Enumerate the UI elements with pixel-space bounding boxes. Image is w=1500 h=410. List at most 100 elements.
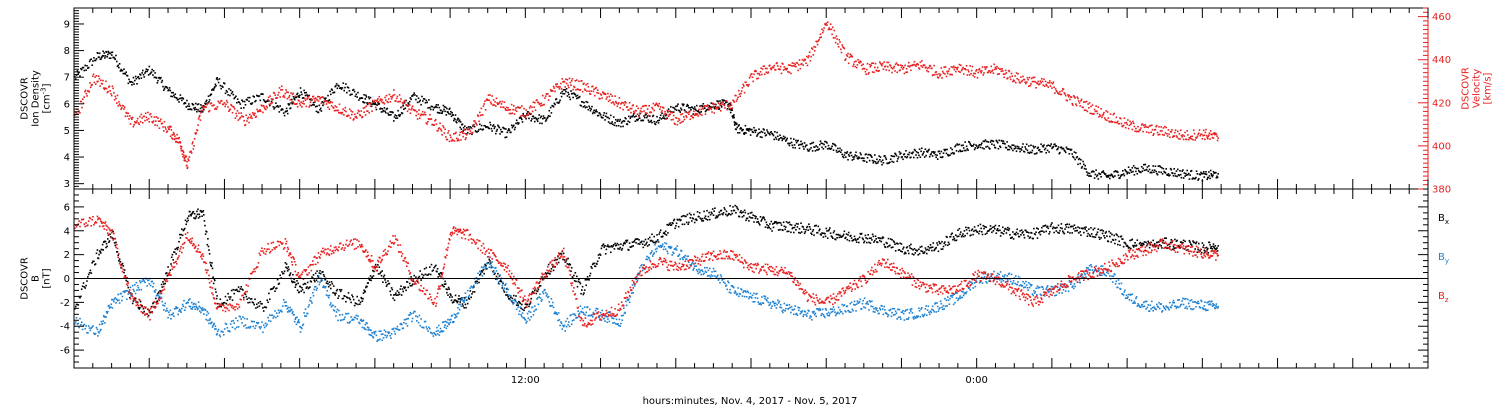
data-point bbox=[369, 275, 372, 277]
data-point bbox=[766, 223, 768, 226]
data-point bbox=[774, 68, 776, 71]
data-point bbox=[265, 105, 268, 108]
data-point bbox=[444, 283, 447, 285]
data-point bbox=[574, 93, 577, 96]
data-point bbox=[448, 108, 450, 111]
data-point bbox=[596, 89, 599, 91]
data-point bbox=[105, 87, 108, 90]
data-point bbox=[129, 115, 131, 117]
data-point bbox=[1128, 172, 1131, 174]
data-point bbox=[552, 85, 555, 88]
data-point bbox=[429, 113, 431, 116]
data-point bbox=[888, 69, 890, 72]
data-point bbox=[1157, 247, 1160, 250]
data-point bbox=[693, 221, 696, 224]
data-point bbox=[556, 258, 558, 261]
data-point bbox=[800, 62, 803, 65]
data-point bbox=[862, 159, 864, 162]
data-point bbox=[738, 89, 740, 92]
data-point bbox=[471, 127, 473, 130]
data-point bbox=[330, 93, 332, 96]
data-point bbox=[251, 301, 254, 303]
data-point bbox=[283, 96, 286, 99]
data-point bbox=[638, 112, 641, 114]
data-point bbox=[701, 217, 704, 220]
data-point bbox=[649, 115, 651, 117]
data-point bbox=[760, 220, 762, 222]
data-point bbox=[266, 100, 268, 102]
data-point bbox=[275, 287, 278, 289]
data-point bbox=[855, 151, 857, 154]
data-point bbox=[1200, 251, 1203, 254]
data-point bbox=[958, 143, 961, 146]
data-point bbox=[458, 119, 461, 121]
data-point bbox=[120, 292, 122, 295]
data-point bbox=[98, 323, 101, 326]
data-point bbox=[436, 268, 439, 270]
data-point bbox=[623, 242, 625, 245]
data-point bbox=[1036, 83, 1039, 85]
data-point bbox=[1103, 111, 1105, 114]
data-point bbox=[366, 102, 368, 104]
data-point bbox=[212, 276, 214, 278]
data-point bbox=[866, 68, 868, 71]
data-point bbox=[544, 117, 546, 119]
data-point bbox=[173, 138, 176, 141]
data-point bbox=[875, 162, 877, 165]
data-point bbox=[112, 230, 114, 233]
data-point bbox=[328, 108, 331, 110]
data-point bbox=[655, 102, 658, 105]
data-point bbox=[456, 119, 459, 121]
data-point bbox=[115, 302, 117, 304]
data-point bbox=[1207, 252, 1210, 254]
data-point bbox=[78, 295, 80, 298]
data-point bbox=[759, 224, 761, 226]
data-point bbox=[1047, 86, 1050, 88]
data-point bbox=[804, 59, 807, 61]
data-point bbox=[1144, 124, 1147, 126]
data-point bbox=[1118, 122, 1120, 125]
data-point bbox=[456, 139, 459, 142]
data-point bbox=[1109, 235, 1111, 238]
data-point bbox=[631, 241, 634, 243]
data-point bbox=[292, 96, 295, 98]
data-point bbox=[722, 103, 725, 106]
data-point bbox=[651, 108, 654, 110]
data-point bbox=[1030, 77, 1033, 80]
data-point bbox=[368, 97, 371, 100]
data-point bbox=[249, 301, 251, 304]
data-point bbox=[1074, 97, 1076, 99]
data-point bbox=[997, 229, 1000, 232]
data-point bbox=[868, 159, 871, 162]
data-point bbox=[1141, 244, 1144, 247]
data-point bbox=[889, 238, 892, 240]
data-point bbox=[378, 266, 381, 268]
data-point bbox=[141, 304, 143, 307]
data-point bbox=[477, 130, 479, 132]
data-point bbox=[427, 274, 429, 276]
data-point bbox=[515, 107, 517, 109]
data-point bbox=[764, 226, 767, 228]
data-point bbox=[169, 89, 172, 92]
data-point bbox=[825, 227, 828, 230]
data-point bbox=[589, 275, 591, 277]
data-point bbox=[1141, 123, 1144, 125]
data-point bbox=[932, 242, 935, 244]
data-point bbox=[693, 106, 696, 108]
data-point bbox=[541, 104, 543, 107]
data-point bbox=[99, 329, 102, 332]
data-point bbox=[964, 141, 966, 143]
data-point bbox=[431, 270, 434, 272]
data-point bbox=[1079, 162, 1081, 165]
data-point bbox=[612, 245, 614, 248]
data-point bbox=[196, 129, 199, 132]
data-point bbox=[171, 253, 174, 256]
data-point bbox=[282, 95, 284, 98]
data-point bbox=[925, 66, 927, 69]
data-point bbox=[138, 77, 140, 80]
data-point bbox=[721, 101, 723, 104]
data-point bbox=[337, 84, 339, 87]
data-point bbox=[1169, 136, 1171, 139]
data-point bbox=[934, 151, 936, 153]
data-point bbox=[1205, 246, 1208, 249]
